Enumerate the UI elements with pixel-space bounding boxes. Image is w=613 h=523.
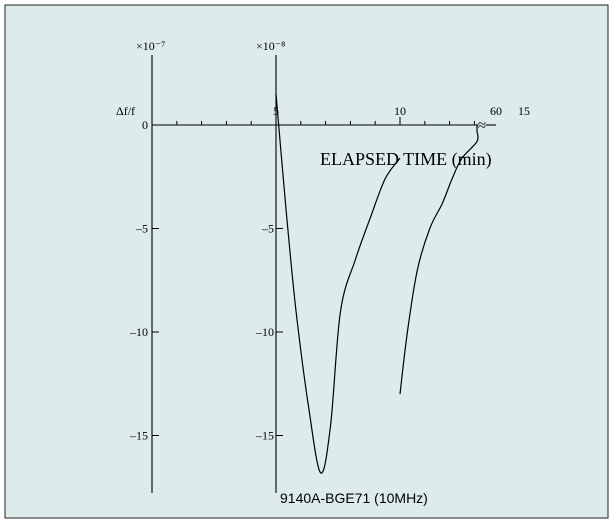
axes (151, 55, 496, 493)
y-right-tick-label: –5 (261, 222, 274, 236)
y-left-tick-label: –5 (135, 222, 148, 236)
x-tick-label: 60 (490, 104, 502, 118)
x-tick-label: 15 (518, 104, 530, 118)
ticks (152, 117, 475, 436)
series-line-x10-7 (275, 93, 401, 474)
y-left-tick-label: –10 (129, 325, 148, 339)
x-tick-label: 5 (273, 104, 279, 118)
y-left-tick-label: –15 (129, 429, 148, 443)
y-axis-label: Δf/f (116, 104, 135, 118)
y-right-tick-label: –15 (255, 429, 274, 443)
chart-frame (4, 4, 609, 519)
y-left-scale-label: ×10⁻⁷ (136, 39, 165, 53)
y-right-scale-label: ×10⁻⁸ (256, 39, 285, 53)
x-axis-label: ELAPSED TIME (min) (320, 149, 492, 170)
y-right-tick-label: –10 (255, 325, 274, 339)
y-left-tick-label: 0 (142, 118, 148, 132)
series-line-x10-8 (399, 124, 479, 395)
x-axis-break: ≈ (478, 118, 486, 134)
chart-caption: 9140A-BGE71 (10MHz) (280, 490, 428, 506)
labels: 51015202560≈0–5–10–15–5–10–15×10⁻⁷×10⁻⁸Δ… (116, 39, 530, 506)
x-tick-label: 10 (394, 104, 406, 118)
series (275, 93, 479, 474)
